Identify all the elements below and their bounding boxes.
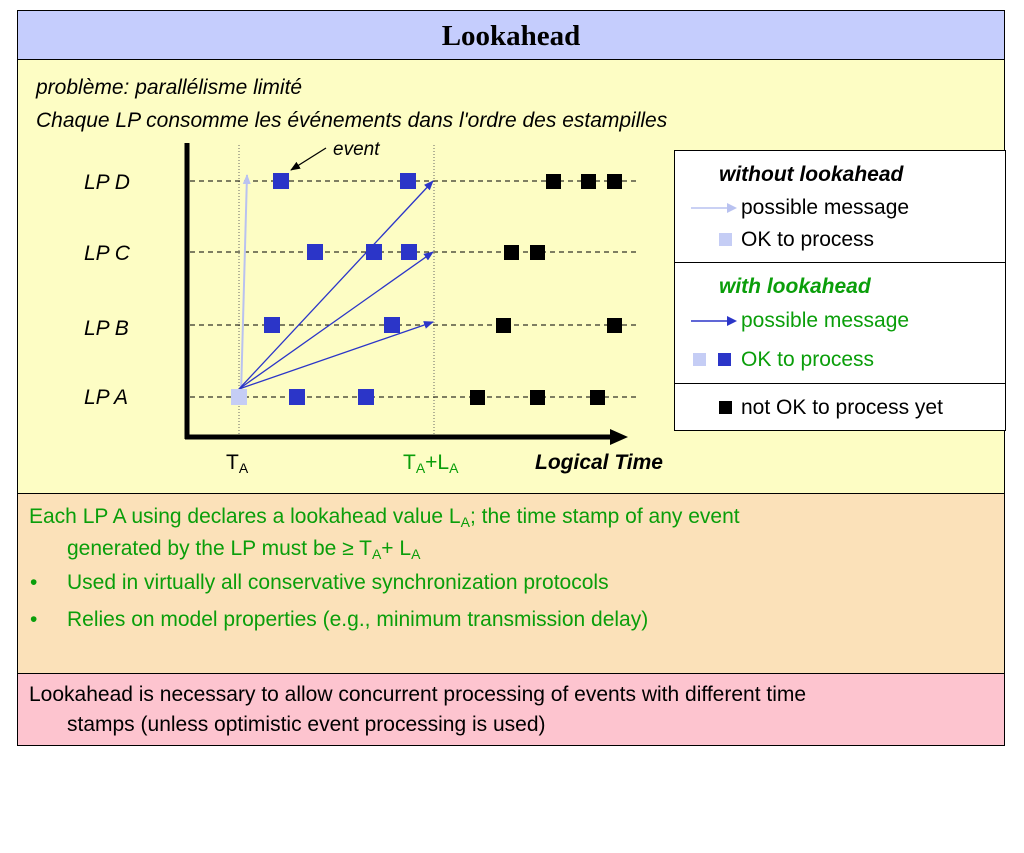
title-bar: Lookahead [17, 10, 1005, 60]
lp-label-a: LP A [84, 386, 128, 409]
blue-square-icon [718, 353, 731, 366]
lp-label-b: LP B [84, 317, 129, 340]
bullet-marker: • [30, 571, 38, 594]
light-square-icon [693, 353, 706, 366]
lp-label-d: LP D [84, 171, 130, 194]
bullet-marker: • [30, 608, 38, 631]
notes-line-1: Each LP A using declares a lookahead val… [29, 505, 740, 530]
legend-with-message: possible message [741, 309, 910, 332]
legend-with-title: with lookahead [719, 275, 871, 298]
light-arrow-icon [691, 203, 737, 213]
notes-bullet-2: Relies on model properties (e.g., minimu… [67, 608, 649, 631]
legend-with-lookahead: with lookahead possible message OK to pr… [675, 262, 1005, 383]
notes-bullet-1: Used in virtually all conservative synch… [67, 571, 609, 594]
x-axis-label: Logical Time [535, 451, 663, 474]
legend-not-ok: not OK to process yet [675, 383, 1005, 431]
page-title: Lookahead [441, 20, 581, 52]
legend-not-ok-label: not OK to process yet [741, 396, 943, 419]
conclusion-line-2: stamps (unless optimistic event processi… [67, 713, 546, 736]
subtitle-line-1: problème: parallélisme limité [36, 76, 303, 99]
conclusion-line-1: Lookahead is necessary to allow concurre… [29, 683, 807, 706]
legend-without-message: possible message [741, 196, 910, 219]
legend-without-lookahead: without lookahead possible message OK to… [675, 151, 1005, 262]
black-square-icon [719, 401, 732, 414]
subtitle-line-2: Chaque LP consomme les événements dans l… [36, 109, 668, 132]
lp-label-c: LP C [84, 242, 130, 265]
tick-label-ta: TA [226, 451, 249, 476]
conclusion-panel [17, 673, 1005, 746]
event-label: event [333, 139, 380, 160]
notes-panel [17, 493, 1005, 674]
legend: without lookahead possible message OK to… [674, 150, 1006, 431]
blue-arrow-icon [691, 316, 737, 326]
light-square-icon [719, 233, 732, 246]
tick-label-ta-plus-la: TA+LA [403, 451, 459, 476]
legend-with-ok: OK to process [741, 348, 875, 371]
notes-line-2: generated by the LP must be ≥ TA+ LA [67, 537, 421, 562]
legend-without-ok: OK to process [741, 228, 875, 251]
legend-without-title: without lookahead [719, 163, 904, 186]
